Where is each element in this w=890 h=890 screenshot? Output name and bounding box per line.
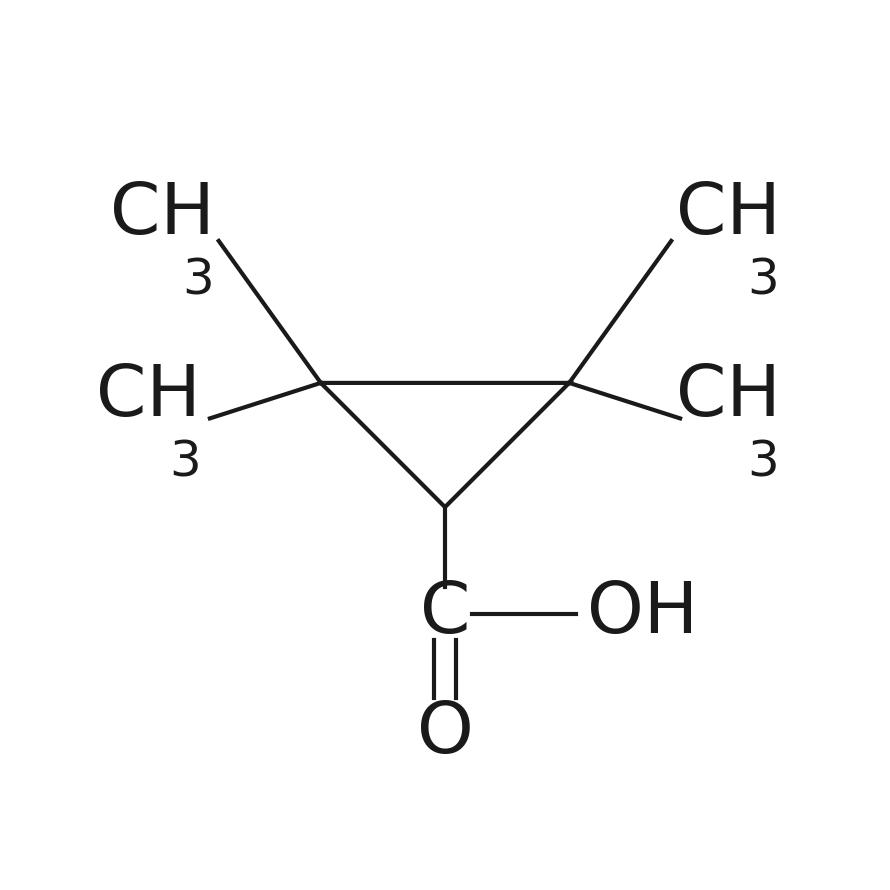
Text: CH: CH bbox=[96, 361, 201, 431]
Text: OH: OH bbox=[587, 579, 698, 648]
Text: 3: 3 bbox=[748, 257, 779, 305]
Text: O: O bbox=[417, 699, 473, 768]
Text: C: C bbox=[420, 579, 470, 648]
Text: 3: 3 bbox=[169, 439, 201, 487]
Text: CH: CH bbox=[109, 180, 214, 249]
Text: CH: CH bbox=[676, 361, 781, 431]
Text: CH: CH bbox=[676, 180, 781, 249]
Text: 3: 3 bbox=[182, 257, 214, 305]
Text: 3: 3 bbox=[748, 439, 779, 487]
